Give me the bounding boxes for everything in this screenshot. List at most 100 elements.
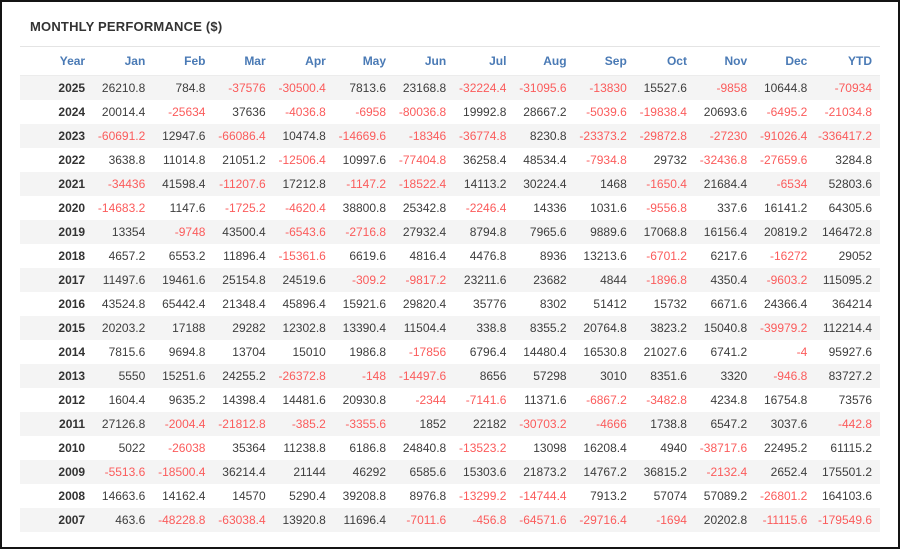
- cell-apr: 11238.8: [283, 441, 326, 455]
- cell-jun: -18346: [408, 129, 447, 143]
- cell-jan: 20203.2: [101, 321, 146, 335]
- cell-apr: 10474.8: [282, 129, 326, 143]
- cell-feb: 19461.6: [162, 273, 206, 287]
- cell-jan: 26210.8: [101, 81, 146, 95]
- cell-ytd: 364214: [831, 297, 872, 311]
- cell-dec: -6534: [776, 177, 808, 191]
- table-row-2015: 2015 20203.2 17188 29282 12302.8 13390.4 11504…: [20, 316, 880, 340]
- cell-feb: -48228.8: [158, 513, 206, 527]
- cell-dec: 10644.8: [763, 81, 808, 95]
- cell-aug: -31095.6: [519, 81, 567, 95]
- cell-apr: -12506.4: [278, 153, 326, 167]
- cell-apr: -385.2: [291, 417, 326, 431]
- year-cell: 2011: [59, 417, 86, 431]
- cell-nov: -9858: [716, 81, 748, 95]
- cell-aug: 7965.6: [529, 225, 567, 239]
- cell-apr: -4036.8: [285, 105, 326, 119]
- cell-jun: 11504.4: [403, 321, 447, 335]
- cell-mar: 14398.4: [222, 393, 266, 407]
- column-header-jul: Jul: [454, 47, 515, 76]
- cell-aug: 48534.4: [523, 153, 567, 167]
- table-row-2013: 2013 5550 15251.6 24255.2 -26372.8 -148 -14497…: [20, 364, 880, 388]
- cell-ytd: 52803.6: [828, 177, 872, 191]
- cell-oct: -29872.8: [639, 129, 687, 143]
- table-header-row: Year Jan Feb Mar Apr May Jun Jul Aug Sep Oct Nov Dec…: [20, 47, 880, 76]
- cell-feb: 65442.4: [162, 297, 206, 311]
- cell-oct: -6701.2: [646, 249, 687, 263]
- cell-jul: 14113.2: [463, 177, 507, 191]
- table-row-2014: 2014 7815.6 9694.8 13704 15010 1986.8 -17856 67…: [20, 340, 880, 364]
- year-cell: 2020: [58, 201, 86, 215]
- cell-jul: 35776: [473, 297, 507, 311]
- cell-aug: -30703.2: [519, 417, 567, 431]
- cell-jun: 4816.4: [409, 249, 447, 263]
- cell-jan: 1604.4: [108, 393, 146, 407]
- cell-dec: -11115.6: [762, 513, 808, 527]
- cell-apr: 5290.4: [289, 489, 326, 503]
- cell-aug: 28667.2: [523, 105, 567, 119]
- cell-jun: -77404.8: [398, 153, 447, 167]
- cell-jun: 24840.8: [402, 441, 447, 455]
- cell-sep: -29716.4: [579, 513, 627, 527]
- column-header-aug: Aug: [514, 47, 575, 76]
- cell-jul: 6796.4: [469, 345, 507, 359]
- table-row-2017: 2017 11497.6 19461.6 25154.8 24519.6 -309.2 -9…: [20, 268, 880, 292]
- cell-oct: 3823.2: [650, 321, 687, 335]
- cell-oct: 4940: [660, 441, 687, 455]
- cell-mar: 24255.2: [222, 369, 266, 383]
- cell-jul: 36258.4: [463, 153, 507, 167]
- cell-ytd: 64305.6: [828, 201, 872, 215]
- cell-feb: -18500.4: [158, 465, 206, 479]
- cell-feb: 41598.4: [162, 177, 206, 191]
- cell-dec: -27659.6: [759, 153, 808, 167]
- cell-jun: -9817.2: [405, 273, 447, 287]
- cell-sep: 13213.6: [583, 249, 627, 263]
- cell-sep: 16530.8: [583, 345, 627, 359]
- cell-may: -309.2: [352, 273, 387, 287]
- cell-sep: 9889.6: [590, 225, 627, 239]
- cell-dec: 24366.4: [763, 297, 808, 311]
- cell-mar: 36214.4: [222, 465, 266, 479]
- table-body: 2025 26210.8 784.8 -37576 -30500.4 7813.6 2316…: [20, 75, 880, 532]
- cell-apr: 21144: [293, 465, 326, 479]
- cell-jun: -18522.4: [398, 177, 447, 191]
- cell-ytd: 146472.8: [821, 225, 872, 239]
- table-row-2010: 2010 5022 -26038 35364 11238.8 6186.8 24840.8-…: [20, 436, 880, 460]
- cell-aug: 8936: [539, 249, 567, 263]
- report-panel: MONTHLY PERFORMANCE ($) Year Jan Feb Mar Apr…: [2, 2, 898, 532]
- cell-sep: -23373.2: [579, 129, 627, 143]
- cell-oct: -1694: [656, 513, 687, 527]
- table-row-2024: 2024 20014.4 -25634 37636 -4036.8 -6958 -80036…: [20, 100, 880, 124]
- cell-ytd: 112214.4: [822, 321, 872, 335]
- cell-dec: -4: [796, 345, 808, 359]
- cell-sep: 20764.8: [583, 321, 627, 335]
- cell-dec: 2652.4: [770, 465, 808, 479]
- cell-jun: 8976.8: [409, 489, 447, 503]
- column-header-year: Year: [20, 47, 94, 76]
- cell-nov: 4234.8: [710, 393, 748, 407]
- cell-sep: 4844: [600, 273, 627, 287]
- cell-ytd: 115095.2: [822, 273, 872, 287]
- cell-oct: 57074: [653, 489, 687, 503]
- cell-dec: 16141.2: [763, 201, 808, 215]
- cell-oct: 15527.6: [643, 81, 687, 95]
- cell-jul: -13523.2: [459, 441, 507, 455]
- cell-dec: -91026.4: [759, 129, 808, 143]
- cell-mar: 29282: [232, 321, 266, 335]
- cell-ytd: -179549.6: [817, 513, 872, 527]
- cell-may: 10997.6: [342, 153, 387, 167]
- cell-ytd: -336417.2: [817, 129, 872, 143]
- cell-jun: 27932.4: [402, 225, 447, 239]
- cell-may: 39208.8: [342, 489, 387, 503]
- table-row-2012: 2012 1604.4 9635.2 14398.4 14481.6 20930.8 -23…: [20, 388, 880, 412]
- cell-sep: 51412: [593, 297, 627, 311]
- cell-aug: 8355.2: [529, 321, 567, 335]
- cell-jul: -456.8: [472, 513, 507, 527]
- cell-may: -1147.2: [346, 177, 387, 191]
- cell-oct: 29732: [653, 153, 687, 167]
- cell-jun: -7011.6: [406, 513, 447, 527]
- cell-nov: 6741.2: [710, 345, 748, 359]
- cell-may: -6958: [355, 105, 387, 119]
- cell-dec: 16754.8: [763, 393, 808, 407]
- cell-nov: 20693.6: [703, 105, 748, 119]
